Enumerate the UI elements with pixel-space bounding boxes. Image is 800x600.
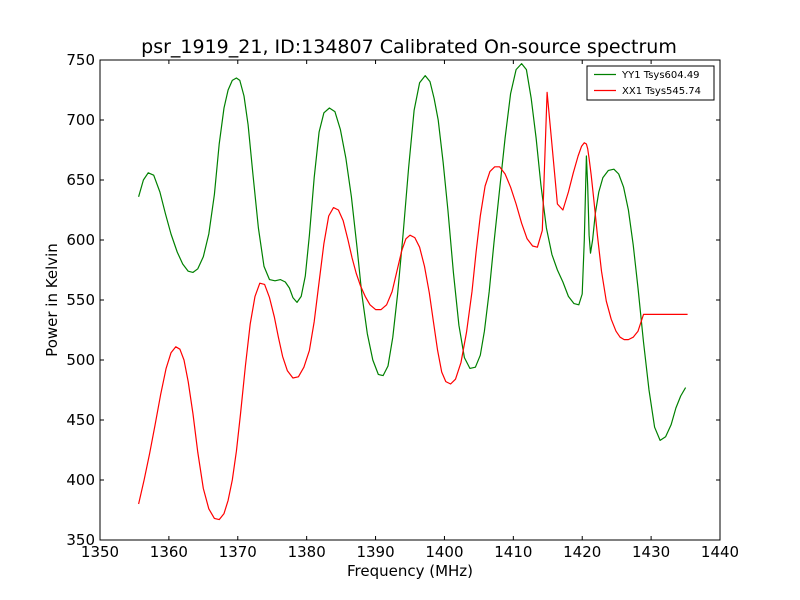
legend-label-xx1: XX1 Tsys545.74 xyxy=(622,86,701,97)
x-tick-label: 1440 xyxy=(701,543,739,561)
y-axis-label: Power in Kelvin xyxy=(43,243,61,357)
x-tick-label: 1370 xyxy=(219,543,257,561)
x-tick-label: 1410 xyxy=(494,543,532,561)
x-tick-label: 1350 xyxy=(81,543,119,561)
x-axis: 1350 1360 1370 1380 1390 1400 1410 1420 1430 1440 xyxy=(81,60,739,561)
x-tick-label: 1400 xyxy=(425,543,463,561)
y-tick-label: 600 xyxy=(66,231,95,249)
legend: YY1 Tsys604.49 XX1 Tsys545.74 xyxy=(586,65,715,101)
x-tick-label: 1430 xyxy=(632,543,670,561)
x-tick-label: 1390 xyxy=(356,543,394,561)
plot-lines xyxy=(138,62,688,521)
series-line-xx1 xyxy=(138,91,688,521)
chart-title: psr_1919_21, ID:134807 Calibrated On-sou… xyxy=(141,36,677,58)
x-tick-label: 1360 xyxy=(150,543,188,561)
y-tick-label: 700 xyxy=(66,111,95,129)
y-tick-label: 650 xyxy=(66,171,95,189)
x-tick-label: 1380 xyxy=(288,543,326,561)
legend-label-yy1: YY1 Tsys604.49 xyxy=(621,70,700,81)
legend-box xyxy=(586,65,715,101)
x-tick-label: 1420 xyxy=(563,543,601,561)
y-tick-label: 400 xyxy=(66,471,95,489)
x-axis-label: Frequency (MHz) xyxy=(347,562,473,580)
y-tick-label: 750 xyxy=(66,51,95,69)
y-tick-label: 350 xyxy=(66,531,95,549)
y-tick-label: 450 xyxy=(66,411,95,429)
y-axis: 350 400 450 500 550 600 650 700 750 xyxy=(66,51,720,549)
y-tick-label: 550 xyxy=(66,291,95,309)
y-tick-label: 500 xyxy=(66,351,95,369)
series-line-yy1 xyxy=(138,62,687,441)
